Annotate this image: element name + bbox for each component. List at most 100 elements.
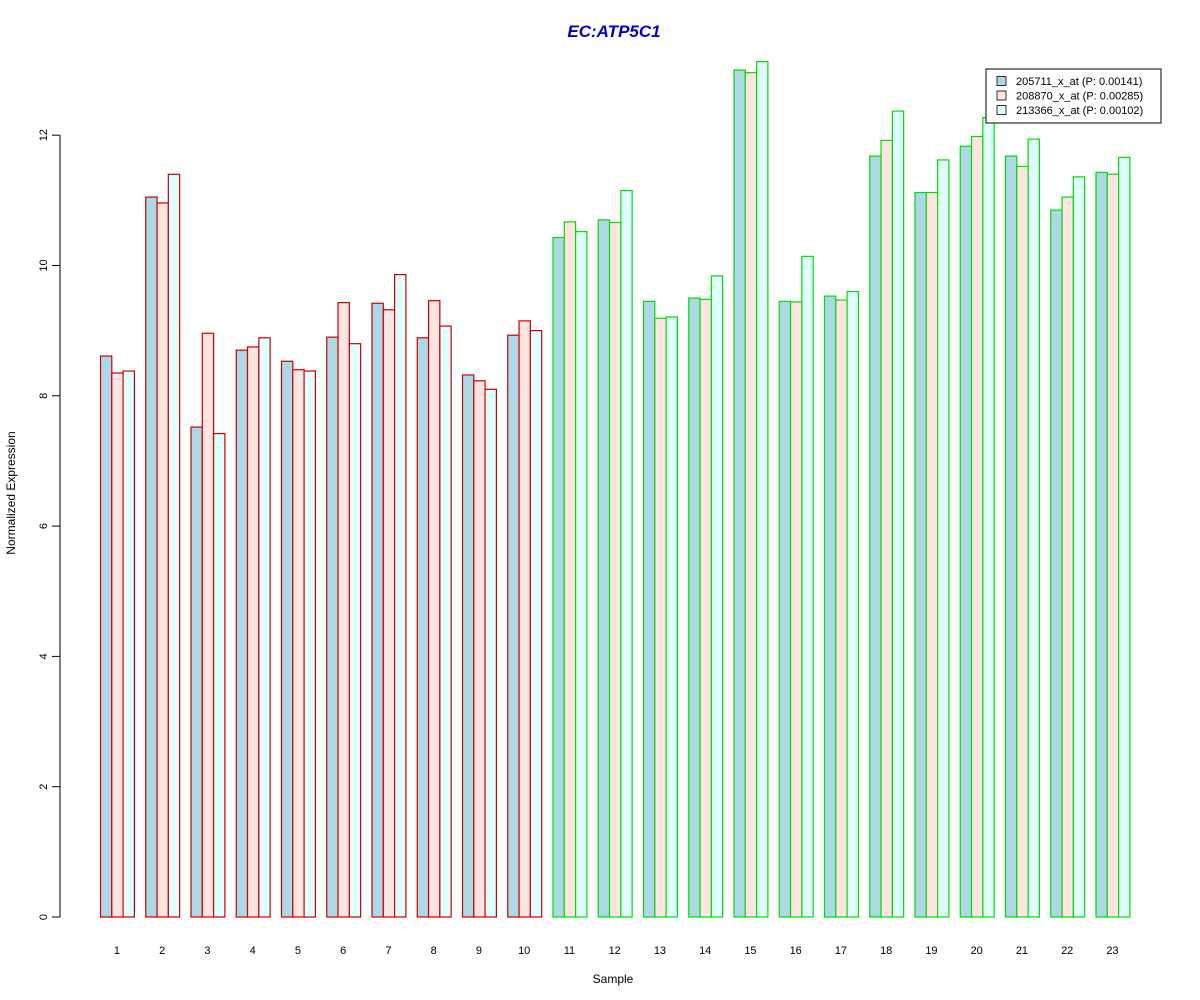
x-tick-label: 1 bbox=[114, 945, 120, 957]
bar bbox=[1117, 156, 1131, 918]
bar bbox=[382, 309, 396, 918]
legend-swatch bbox=[996, 76, 1007, 86]
x-tick-label: 22 bbox=[1061, 945, 1073, 957]
bar bbox=[484, 388, 498, 918]
bar bbox=[1016, 165, 1029, 918]
bar bbox=[1050, 209, 1063, 918]
bar bbox=[608, 221, 622, 918]
bar bbox=[394, 274, 407, 918]
bar bbox=[348, 343, 362, 918]
x-tick-label: 9 bbox=[476, 945, 482, 957]
x-tick-label: 17 bbox=[835, 945, 847, 957]
legend: 205711_x_at (P: 0.00141) 208870_x_at (P: … bbox=[985, 68, 1162, 124]
bar bbox=[869, 155, 882, 918]
x-tick-label: 21 bbox=[1016, 945, 1028, 957]
bar bbox=[235, 349, 249, 918]
bar bbox=[597, 219, 611, 918]
bar bbox=[755, 60, 769, 918]
y-tick-label: 10 bbox=[38, 259, 50, 271]
bar bbox=[1095, 171, 1108, 918]
x-tick-label: 5 bbox=[295, 945, 301, 957]
bar bbox=[337, 302, 350, 918]
bar bbox=[778, 300, 792, 918]
y-axis-label: Normalized Expression bbox=[4, 431, 18, 554]
x-tick-label: 13 bbox=[654, 945, 666, 957]
bar bbox=[99, 355, 113, 918]
x-tick-label: 20 bbox=[971, 945, 983, 957]
bar bbox=[190, 426, 203, 918]
legend-label: 205711_x_at (P: 0.00141) bbox=[1016, 76, 1142, 88]
legend-swatch bbox=[996, 105, 1007, 115]
bar bbox=[959, 145, 973, 918]
bar bbox=[461, 374, 475, 918]
bar bbox=[167, 173, 181, 918]
bar bbox=[801, 255, 814, 918]
x-tick-label: 6 bbox=[340, 945, 346, 957]
x-tick-label: 19 bbox=[925, 945, 937, 957]
bar bbox=[213, 432, 226, 918]
bar bbox=[654, 317, 667, 918]
bar bbox=[835, 299, 848, 918]
bar bbox=[258, 337, 271, 918]
bar bbox=[473, 380, 486, 918]
legend-label: 213366_x_at (P: 0.00102) bbox=[1016, 105, 1143, 117]
x-tick-label: 15 bbox=[744, 945, 756, 957]
x-tick-label: 7 bbox=[385, 945, 391, 957]
y-tick-label: 2 bbox=[38, 784, 50, 790]
y-axis: 0 2 4 6 8 10 12 bbox=[38, 129, 61, 920]
legend-box bbox=[985, 68, 1162, 124]
bar bbox=[925, 191, 939, 918]
bar bbox=[982, 116, 995, 918]
bar bbox=[891, 110, 905, 918]
bar bbox=[642, 300, 656, 918]
bar bbox=[371, 302, 384, 918]
x-tick-label: 12 bbox=[609, 945, 621, 957]
bar bbox=[246, 346, 260, 918]
bar bbox=[427, 300, 441, 918]
x-tick-label: 18 bbox=[880, 945, 892, 957]
bar bbox=[620, 189, 633, 918]
bar bbox=[507, 334, 520, 918]
bar bbox=[710, 275, 724, 918]
bar bbox=[145, 196, 158, 918]
x-tick-label: 2 bbox=[159, 945, 165, 957]
y-tick-label: 4 bbox=[38, 653, 50, 659]
chart-title: EC:ATP5C1 bbox=[567, 22, 660, 41]
x-tick-label: 23 bbox=[1106, 945, 1118, 957]
bar bbox=[1004, 155, 1018, 918]
bar bbox=[416, 337, 430, 918]
x-tick-label: 4 bbox=[250, 945, 256, 957]
bar bbox=[303, 370, 317, 918]
x-tick-label: 11 bbox=[564, 945, 575, 957]
bar bbox=[1061, 196, 1074, 918]
x-tick-label: 10 bbox=[518, 945, 530, 957]
bar bbox=[699, 298, 712, 918]
y-tick-label: 12 bbox=[38, 129, 50, 141]
bar bbox=[326, 336, 339, 918]
bar bbox=[880, 139, 893, 918]
bar bbox=[1072, 176, 1086, 918]
bar bbox=[111, 372, 124, 918]
bar bbox=[823, 295, 837, 918]
bar bbox=[529, 330, 543, 918]
legend-label: 208870_x_at (P: 0.00285) bbox=[1016, 91, 1143, 103]
bar bbox=[744, 72, 758, 918]
bar bbox=[1106, 173, 1120, 918]
bar bbox=[552, 236, 565, 918]
x-tick-label: 8 bbox=[431, 945, 437, 957]
legend-swatch bbox=[996, 90, 1007, 101]
bar bbox=[688, 297, 701, 918]
bar bbox=[665, 316, 678, 918]
bar bbox=[936, 159, 950, 918]
x-tick-label: 14 bbox=[699, 945, 711, 957]
x-tick-labels: 1 2 3 4 5 6 7 8 9 10 11 12 13 14 15 16 17 18 19 20 21 22 23 bbox=[114, 945, 1119, 957]
bar bbox=[574, 231, 588, 918]
bar bbox=[201, 332, 215, 918]
bar bbox=[292, 369, 305, 918]
bar bbox=[518, 320, 531, 918]
y-tick-label: 6 bbox=[38, 523, 50, 529]
x-tick-label: 3 bbox=[204, 945, 210, 957]
bar bbox=[563, 221, 577, 918]
